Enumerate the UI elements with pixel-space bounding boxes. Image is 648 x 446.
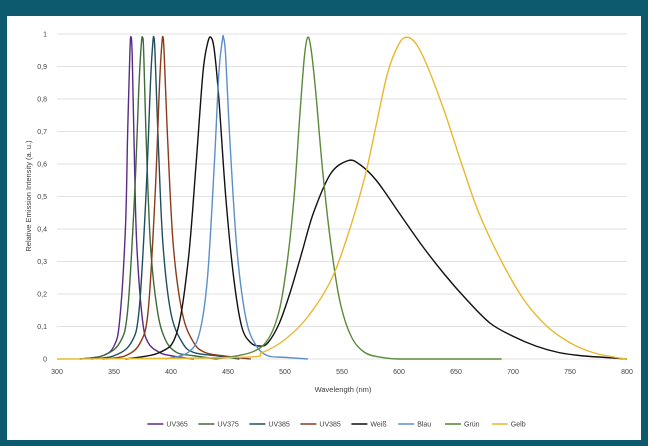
x-tick-label: 700 xyxy=(507,369,519,376)
y-tick-label: 0 xyxy=(43,357,47,364)
legend-label: Blau xyxy=(417,422,431,429)
gridlines xyxy=(57,33,627,360)
legend-item: UV375 xyxy=(198,422,239,429)
x-tick-label: 400 xyxy=(165,369,177,376)
legend-label: UV375 xyxy=(217,422,239,429)
y-tick-label: 0,2 xyxy=(37,292,47,299)
legend-item: Grün xyxy=(445,422,480,429)
y-tick-label: 0,5 xyxy=(37,194,47,201)
header-bar xyxy=(0,0,648,16)
y-tick-label: 0,8 xyxy=(37,97,47,104)
legend-item: Weiß xyxy=(351,422,387,429)
legend: UV365 UV375 UV385 UV385 Weiß Blau Grün Gelb xyxy=(147,422,526,429)
series-lines xyxy=(56,34,628,360)
series-line-uv365 xyxy=(79,35,194,360)
y-tick-label: 1 xyxy=(43,32,47,39)
legend-label: UV365 xyxy=(166,422,188,429)
legend-label: Grün xyxy=(464,422,480,429)
y-axis-label: Relative Emission Intensity (a. u.) xyxy=(24,140,33,252)
legend-item: UV385 xyxy=(249,422,290,429)
x-tick-label: 300 xyxy=(51,369,63,376)
series-line-gelb xyxy=(56,36,628,360)
legend-item: UV365 xyxy=(147,422,188,429)
legend-label: UV385 xyxy=(319,422,341,429)
y-tick-label: 0,4 xyxy=(37,227,47,234)
legend-item: UV385 xyxy=(300,422,341,429)
y-tick-label: 0,3 xyxy=(37,259,47,266)
right-border xyxy=(641,0,648,446)
series-line-uv385 xyxy=(102,35,251,360)
legend-label: Gelb xyxy=(511,422,526,429)
legend-item: Gelb xyxy=(491,422,526,429)
x-tick-label: 450 xyxy=(222,369,234,376)
legend-item: Blau xyxy=(398,422,431,429)
x-tick-labels: 300 350 400 450 500 550 600 650 700 750 800 xyxy=(51,369,633,376)
x-tick-label: 650 xyxy=(450,369,462,376)
y-tick-labels: 0 0,1 0,2 0,3 0,4 0,5 0,6 0,7 0,8 0,9 1 xyxy=(37,32,47,364)
series-line-grün xyxy=(216,36,502,360)
bottom-border xyxy=(0,440,648,446)
x-tick-label: 750 xyxy=(564,369,576,376)
series-line-uv385 xyxy=(91,35,240,360)
series-line-weiß xyxy=(125,36,628,360)
x-tick-label: 500 xyxy=(279,369,291,376)
series-line-uv375 xyxy=(79,36,217,360)
legend-label: Weiß xyxy=(370,422,386,429)
series-line-blau xyxy=(165,34,308,360)
x-axis-label: Wavelength (nm) xyxy=(315,385,372,394)
x-tick-label: 600 xyxy=(393,369,405,376)
left-border xyxy=(0,0,7,446)
x-tick-label: 550 xyxy=(336,369,348,376)
y-tick-label: 0,9 xyxy=(37,64,47,71)
legend-label: UV385 xyxy=(268,422,290,429)
x-tick-label: 350 xyxy=(108,369,120,376)
y-tick-label: 0,6 xyxy=(37,162,47,169)
y-tick-label: 0,7 xyxy=(37,129,47,136)
x-tick-label: 800 xyxy=(621,369,633,376)
y-tick-label: 0,1 xyxy=(37,324,47,331)
